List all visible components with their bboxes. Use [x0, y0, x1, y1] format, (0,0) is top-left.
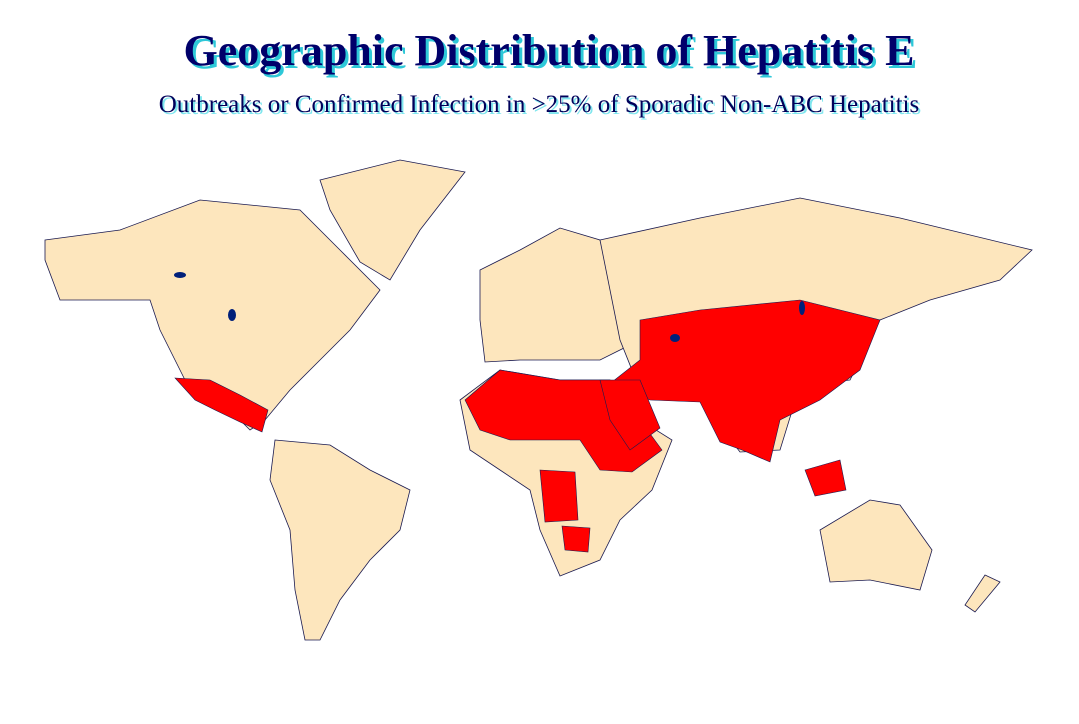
- lake: [670, 334, 680, 342]
- subtitle: Outbreaks or Confirmed Infection in >25%…: [159, 91, 919, 118]
- north-america: [44, 199, 381, 431]
- title-shadow: Geographic Distribution of Hepatitis E: [187, 29, 918, 78]
- arabia: [599, 379, 661, 451]
- lake: [228, 309, 236, 321]
- greenland: [319, 159, 466, 281]
- new-zealand: [964, 574, 1001, 613]
- borneo: [804, 459, 847, 497]
- botswana: [561, 525, 591, 553]
- australia: [819, 499, 933, 591]
- lake: [174, 272, 186, 278]
- mexico: [174, 377, 269, 433]
- title: Geographic Distribution of Hepatitis E: [184, 26, 915, 75]
- world-map: [44, 159, 1033, 641]
- south-america: [269, 439, 411, 641]
- europe: [479, 227, 641, 363]
- subtitle-shadow: Outbreaks or Confirmed Infection in >25%…: [161, 93, 921, 120]
- angola: [539, 469, 579, 523]
- lake: [799, 301, 805, 315]
